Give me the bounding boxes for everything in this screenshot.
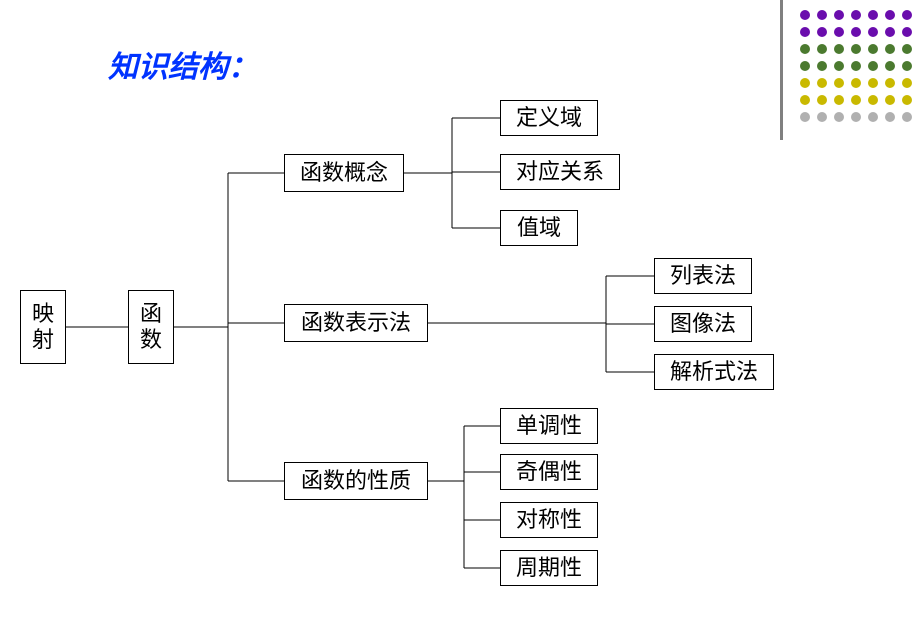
dot-icon [868, 27, 878, 37]
dot-icon [851, 112, 861, 122]
dot-icon [851, 44, 861, 54]
node-range: 值域 [500, 210, 578, 246]
node-label: 函数的性质 [301, 468, 411, 494]
page-title: 知识结构： [108, 42, 258, 86]
dot-icon [817, 61, 827, 71]
node-label: 函数概念 [300, 160, 388, 186]
node-periodicity: 周期性 [500, 550, 598, 586]
node-analytic-method: 解析式法 [654, 354, 774, 390]
dot-icon [902, 95, 912, 105]
dot-icon [885, 44, 895, 54]
node-label: 函数表示法 [301, 310, 411, 336]
node-label: 映射 [32, 301, 54, 354]
dot-icon [834, 61, 844, 71]
node-correspondence: 对应关系 [500, 154, 620, 190]
dot-icon [851, 78, 861, 88]
dot-icon [834, 27, 844, 37]
dot-icon [868, 10, 878, 20]
dot-icon [868, 61, 878, 71]
dot-icon [817, 10, 827, 20]
dot-icon [885, 61, 895, 71]
dot-icon [851, 61, 861, 71]
node-concept: 函数概念 [284, 154, 404, 192]
node-function: 函数 [128, 290, 174, 364]
dot-icon [817, 112, 827, 122]
dot-icon [885, 10, 895, 20]
dot-icon [902, 27, 912, 37]
node-parity: 奇偶性 [500, 454, 598, 490]
dot-icon [817, 44, 827, 54]
dot-icon [817, 78, 827, 88]
dot-icon [868, 112, 878, 122]
node-properties: 函数的性质 [284, 462, 428, 500]
node-label: 单调性 [516, 413, 582, 439]
node-label: 值域 [517, 215, 561, 241]
dot-icon [902, 61, 912, 71]
dot-icon [902, 10, 912, 20]
node-representation: 函数表示法 [284, 304, 428, 342]
dot-icon [868, 44, 878, 54]
dot-icon [800, 78, 810, 88]
dot-icon [834, 44, 844, 54]
node-label: 奇偶性 [516, 459, 582, 485]
dot-icon [834, 78, 844, 88]
dot-icon [834, 112, 844, 122]
dot-icon [885, 27, 895, 37]
dot-icon [800, 95, 810, 105]
dot-icon [851, 95, 861, 105]
dot-icon [800, 10, 810, 20]
dot-icon [868, 95, 878, 105]
dot-icon [800, 27, 810, 37]
node-monotonicity: 单调性 [500, 408, 598, 444]
dot-icon [885, 95, 895, 105]
node-graph-method: 图像法 [654, 306, 752, 342]
dot-icon [851, 10, 861, 20]
dot-icon [800, 44, 810, 54]
node-label: 定义域 [516, 105, 582, 131]
node-label: 图像法 [670, 311, 736, 337]
node-label: 对应关系 [516, 159, 604, 185]
dot-icon [800, 61, 810, 71]
decorative-bar [780, 0, 783, 140]
dot-icon [902, 44, 912, 54]
dot-icon [885, 78, 895, 88]
node-label: 周期性 [516, 555, 582, 581]
node-label: 列表法 [670, 263, 736, 289]
node-label: 函数 [140, 301, 162, 354]
dot-icon [817, 27, 827, 37]
dot-icon [902, 112, 912, 122]
dot-icon [834, 95, 844, 105]
node-symmetry: 对称性 [500, 502, 598, 538]
node-table-method: 列表法 [654, 258, 752, 294]
dot-icon [868, 78, 878, 88]
dot-icon [902, 78, 912, 88]
node-mapping: 映射 [20, 290, 66, 364]
dot-icon [817, 95, 827, 105]
node-domain: 定义域 [500, 100, 598, 136]
node-label: 对称性 [516, 507, 582, 533]
dot-icon [851, 27, 861, 37]
node-label: 解析式法 [670, 359, 758, 385]
dot-icon [800, 112, 810, 122]
dot-icon [834, 10, 844, 20]
dot-icon [885, 112, 895, 122]
